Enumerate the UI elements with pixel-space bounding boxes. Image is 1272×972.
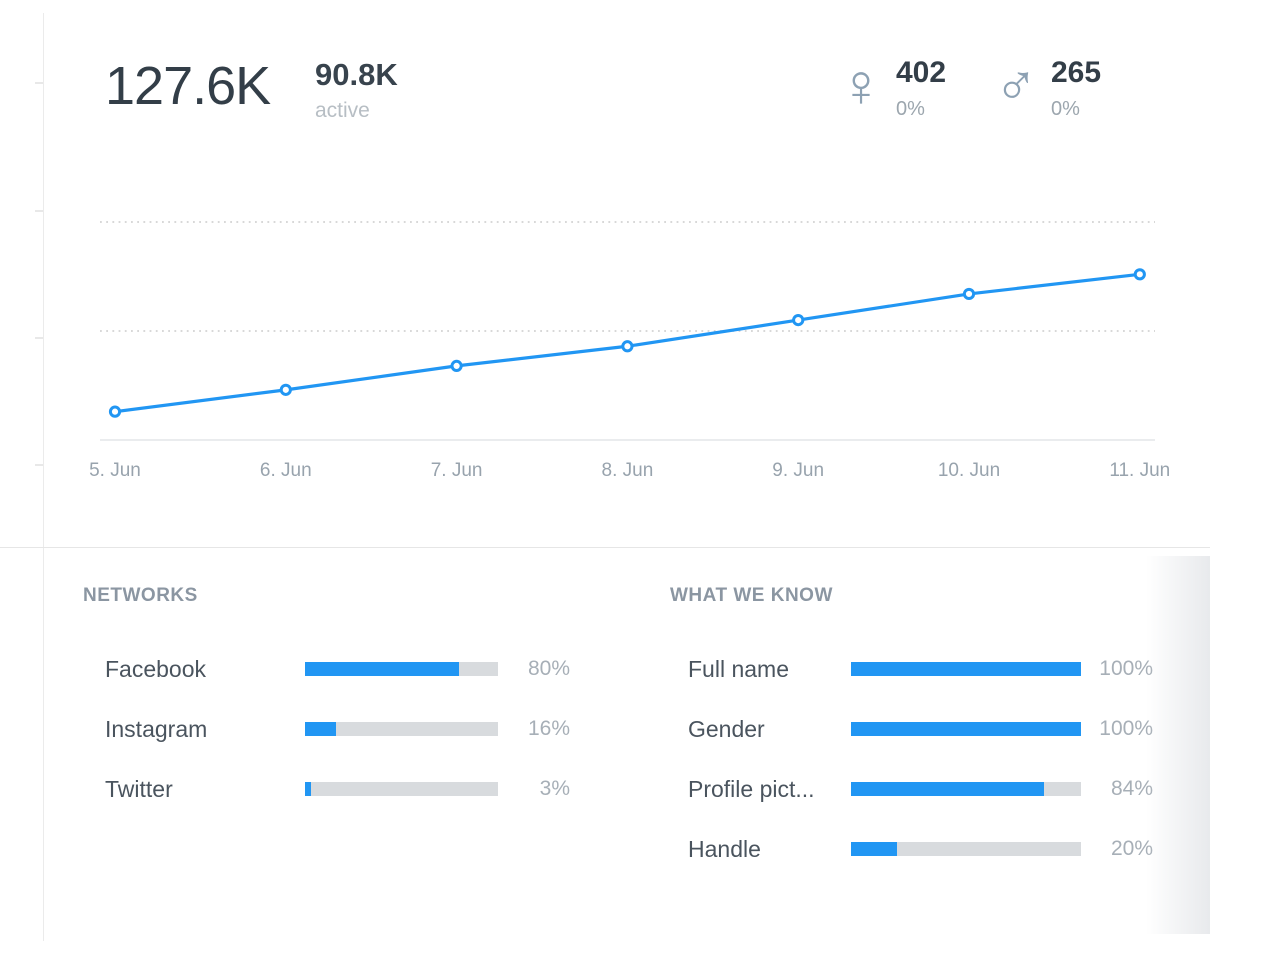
progress-fill — [305, 782, 311, 796]
progress-track — [305, 782, 498, 796]
male-icon: ♂ — [994, 53, 1038, 118]
progress-fill — [305, 662, 460, 676]
x-axis-labels: 5. Jun 6. Jun 7. Jun 8. Jun 9. Jun 10. Jun 11.… — [0, 460, 1272, 486]
progress-track — [305, 662, 498, 676]
network-row-label: Facebook — [105, 655, 207, 682]
network-row: Facebook 80% — [105, 655, 570, 683]
progress-track — [851, 842, 1081, 856]
progress-track — [851, 782, 1081, 796]
x-axis-label: 10. Jun — [937, 460, 1001, 481]
male-percent: 0% — [1051, 98, 1080, 120]
know-row-value: 84% — [1110, 777, 1153, 800]
network-row-label: Instagram — [105, 715, 208, 742]
network-row-value: 16% — [527, 717, 570, 740]
what-we-know-panel: WHAT WE KNOW Full name 100% Gender 100% Prof… — [670, 585, 1153, 895]
section-divider — [0, 547, 1210, 548]
male-stat-group: ♂ 265 0% — [985, 52, 1101, 121]
x-axis-label: 5. Jun — [89, 460, 141, 481]
networks-rows: Facebook 80% Instagram 16% Twitter 3% — [83, 655, 570, 803]
progress-track — [851, 722, 1081, 736]
know-row-value: 20% — [1110, 837, 1153, 860]
progress-track — [305, 722, 498, 736]
what-we-know-title: WHAT WE KNOW — [670, 585, 833, 606]
x-axis-label: 11. Jun — [1109, 460, 1171, 481]
x-axis-label: 6. Jun — [259, 460, 312, 481]
know-row: Gender 100% — [688, 715, 1153, 743]
network-row-value: 80% — [527, 657, 570, 680]
data-point[interactable] — [621, 340, 634, 353]
networks-panel: NETWORKS Facebook 80% Instagram 16% Twitter 3… — [83, 585, 570, 835]
active-followers-group: 90.8K active — [315, 57, 398, 123]
progress-fill — [851, 842, 897, 856]
know-row-label: Gender — [688, 715, 765, 742]
know-row-label: Profile pict... — [688, 775, 815, 802]
network-row: Twitter 3% — [105, 775, 570, 803]
female-percent: 0% — [896, 98, 925, 120]
progress-track — [851, 662, 1081, 676]
progress-fill — [305, 722, 336, 736]
total-followers-value: 127.6K — [105, 56, 271, 116]
know-row: Handle 20% — [688, 835, 1153, 863]
what-we-know-rows: Full name 100% Gender 100% Profile pict... 84… — [670, 655, 1153, 863]
x-axis-label: 9. Jun — [772, 460, 825, 481]
active-followers-label: active — [315, 99, 370, 122]
data-point[interactable] — [1133, 268, 1146, 281]
progress-fill — [851, 662, 1081, 676]
progress-fill — [851, 722, 1081, 736]
data-point[interactable] — [450, 359, 463, 372]
female-icon: ♀ — [838, 52, 884, 119]
know-row-value: 100% — [1099, 717, 1153, 740]
data-point[interactable] — [962, 287, 976, 301]
active-followers-value: 90.8K — [315, 57, 398, 92]
x-axis-label: 8. Jun — [601, 460, 654, 481]
know-row-label: Full name — [688, 655, 789, 682]
know-row: Full name 100% — [688, 655, 1153, 683]
network-row-value: 3% — [539, 777, 570, 800]
x-axis-label: 7. Jun — [430, 460, 483, 481]
female-count: 402 — [896, 56, 947, 89]
data-point[interactable] — [108, 405, 122, 418]
networks-title: NETWORKS — [83, 585, 198, 606]
male-count: 265 — [1051, 56, 1102, 89]
network-row-label: Twitter — [105, 775, 173, 802]
data-point[interactable] — [279, 383, 292, 396]
network-row: Instagram 16% — [105, 715, 570, 743]
data-point[interactable] — [792, 314, 805, 327]
progress-fill — [851, 782, 1045, 796]
female-stat-group: ♀ 402 0% — [830, 52, 947, 121]
card-left-border — [43, 13, 44, 941]
know-row: Profile pict... 84% — [688, 775, 1153, 803]
know-row-label: Handle — [688, 835, 761, 862]
know-row-value: 100% — [1099, 657, 1153, 680]
